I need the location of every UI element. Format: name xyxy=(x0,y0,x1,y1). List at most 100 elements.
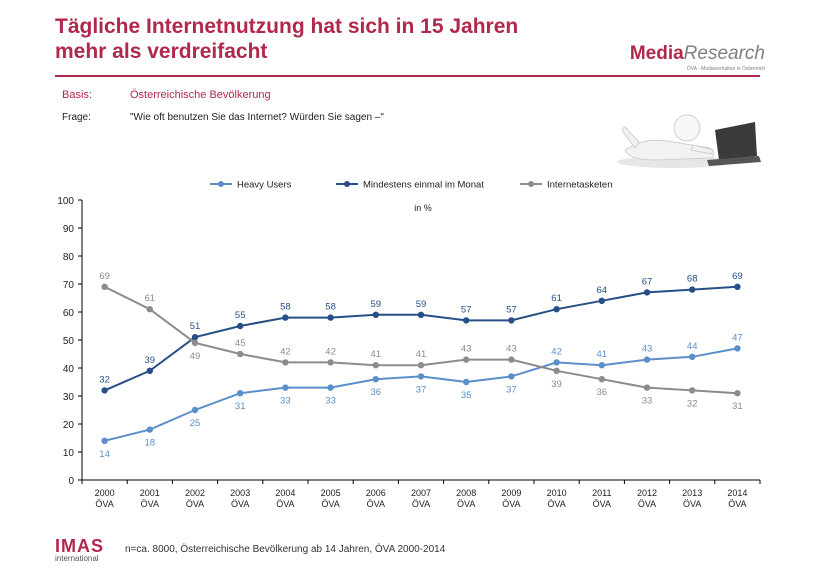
data-point xyxy=(598,297,605,304)
data-label: 39 xyxy=(145,355,156,366)
y-tick-label: 40 xyxy=(63,364,75,375)
x-tick-sublabel: ÖVA xyxy=(683,499,701,509)
x-tick-sublabel: ÖVA xyxy=(95,499,113,509)
title-line-1: Tägliche Internetnutzung hat sich in 15 … xyxy=(55,15,519,38)
x-tick-sublabel: ÖVA xyxy=(547,499,565,509)
data-point xyxy=(282,314,289,321)
data-point xyxy=(643,356,651,363)
data-label: 35 xyxy=(461,390,472,401)
data-label: 39 xyxy=(551,379,562,390)
chart-title: Tägliche Internetnutzung hat sich in 15 … xyxy=(55,14,575,64)
x-tick-sublabel: ÖVA xyxy=(457,499,475,509)
data-label: 25 xyxy=(190,418,201,429)
y-tick-label: 80 xyxy=(63,252,75,263)
x-tick-label: 2000 xyxy=(95,488,115,498)
data-label: 57 xyxy=(461,304,472,315)
y-tick-label: 70 xyxy=(63,280,75,291)
legend-swatch-marker xyxy=(528,181,534,187)
y-tick-label: 30 xyxy=(63,392,75,403)
data-point xyxy=(463,356,470,363)
data-point xyxy=(146,426,153,433)
x-tick-sublabel: ÖVA xyxy=(367,499,385,509)
data-label: 18 xyxy=(145,438,156,449)
data-point xyxy=(553,367,560,374)
data-label: 37 xyxy=(506,384,517,395)
data-label: 43 xyxy=(506,344,517,355)
data-label: 33 xyxy=(642,396,653,407)
sample-footnote: n=ca. 8000, Österreichische Bevölkerung … xyxy=(125,544,446,555)
data-label: 55 xyxy=(235,310,246,321)
header-rule xyxy=(55,75,760,77)
data-label: 41 xyxy=(416,349,427,360)
data-point xyxy=(101,437,108,444)
x-tick-sublabel: ÖVA xyxy=(728,499,746,509)
data-point xyxy=(372,311,379,318)
data-label: 67 xyxy=(642,276,653,287)
x-tick-sublabel: ÖVA xyxy=(593,499,611,509)
y-tick-label: 0 xyxy=(68,476,74,487)
data-point xyxy=(282,359,289,366)
legend-label: Mindestens einmal im Monat xyxy=(363,180,484,191)
imas-brand-sub: international xyxy=(55,554,99,563)
data-point xyxy=(237,350,244,358)
data-label: 69 xyxy=(732,271,743,282)
x-tick-label: 2004 xyxy=(275,488,295,498)
data-label: 44 xyxy=(687,341,698,352)
data-label: 64 xyxy=(597,285,608,296)
x-tick-label: 2011 xyxy=(592,488,611,498)
logo-part-research: Research xyxy=(683,43,765,64)
data-label: 41 xyxy=(597,349,608,360)
x-tick-label: 2006 xyxy=(366,488,386,498)
y-tick-label: 50 xyxy=(63,336,75,347)
data-point xyxy=(734,283,741,290)
data-point xyxy=(734,390,741,397)
data-point xyxy=(417,362,425,369)
data-label: 36 xyxy=(597,387,608,398)
data-point xyxy=(417,373,425,380)
data-point xyxy=(508,317,515,324)
data-point xyxy=(689,387,696,394)
data-label: 14 xyxy=(99,449,110,460)
data-point xyxy=(191,339,199,346)
x-tick-sublabel: ÖVA xyxy=(412,499,430,509)
x-tick-label: 2001 xyxy=(140,488,160,498)
data-point xyxy=(417,311,425,318)
data-point xyxy=(237,390,244,397)
x-tick-label: 2014 xyxy=(727,488,747,498)
data-point xyxy=(508,356,515,363)
data-point xyxy=(463,378,470,386)
data-point xyxy=(237,322,244,330)
basis-value: Österreichische Bevölkerung xyxy=(130,89,271,101)
frage-value: "Wie oft benutzen Sie das Internet? Würd… xyxy=(130,112,384,123)
x-tick-label: 2007 xyxy=(411,488,431,498)
data-point xyxy=(191,334,199,341)
unit-note: in % xyxy=(414,203,432,213)
data-point xyxy=(643,384,651,391)
data-point xyxy=(553,359,560,366)
x-tick-sublabel: ÖVA xyxy=(186,499,204,509)
x-tick-sublabel: ÖVA xyxy=(231,499,249,509)
media-research-logo: MediaResearch ÖVA - Mediaverhalten in Ös… xyxy=(600,43,765,72)
data-point xyxy=(327,384,334,391)
data-point xyxy=(327,314,334,321)
data-label: 49 xyxy=(190,351,201,362)
data-label: 42 xyxy=(280,346,291,357)
data-label: 33 xyxy=(280,396,291,407)
y-tick-label: 60 xyxy=(63,308,75,319)
data-label: 31 xyxy=(732,401,743,412)
data-label: 61 xyxy=(145,293,156,304)
data-point xyxy=(689,286,696,293)
data-label: 32 xyxy=(687,398,698,409)
x-tick-sublabel: ÖVA xyxy=(276,499,294,509)
x-tick-sublabel: ÖVA xyxy=(321,499,339,509)
data-point xyxy=(689,353,696,360)
y-tick-label: 10 xyxy=(63,448,75,459)
x-tick-label: 2005 xyxy=(321,488,341,498)
legend-swatch-marker xyxy=(344,181,350,187)
data-label: 58 xyxy=(325,302,336,313)
legend-label: Heavy Users xyxy=(237,180,292,191)
data-point xyxy=(734,345,741,352)
x-tick-label: 2003 xyxy=(230,488,250,498)
data-label: 42 xyxy=(325,346,336,357)
